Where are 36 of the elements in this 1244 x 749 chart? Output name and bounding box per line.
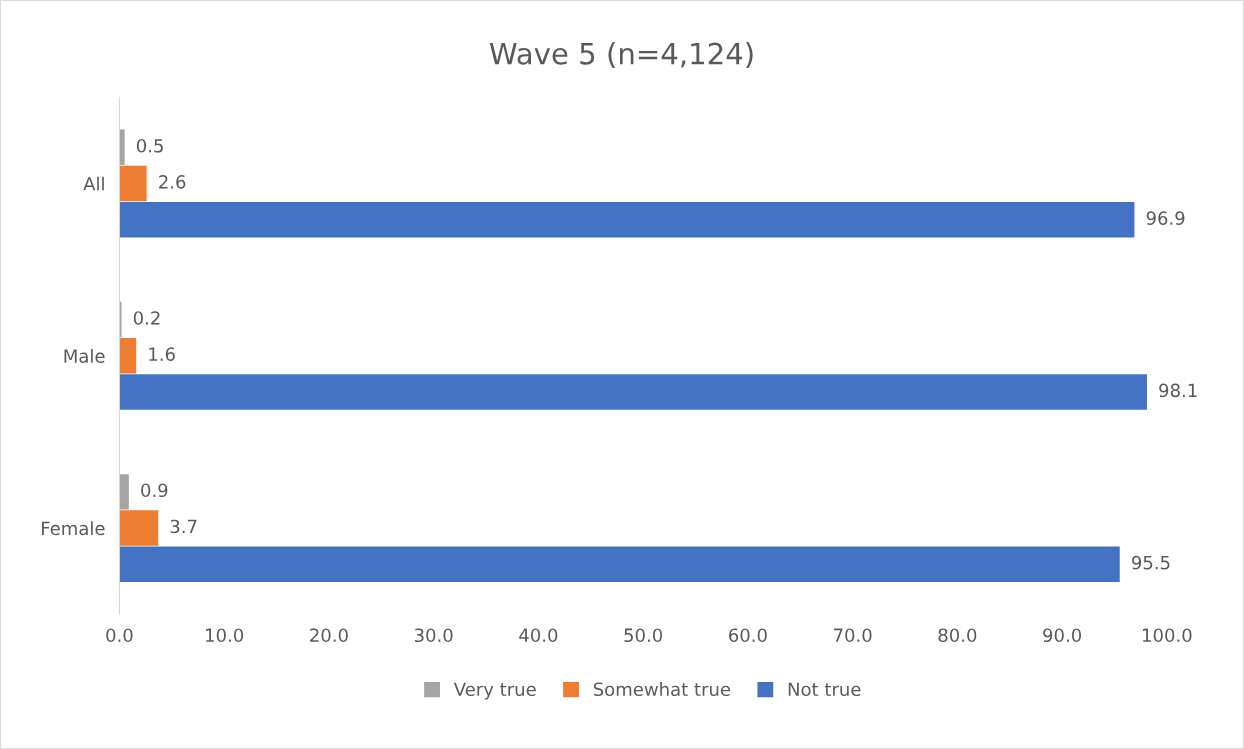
x-tick-label: 20.0 — [310, 628, 348, 643]
bar — [119, 546, 1120, 582]
bar — [119, 165, 147, 202]
y-tick-label: Female — [42, 521, 105, 536]
legend-label: Very true — [453, 682, 536, 700]
data-label: 0.5 — [136, 138, 163, 153]
data-label: 0.9 — [141, 483, 168, 498]
x-tick-label: 30.0 — [414, 628, 453, 643]
data-label: 0.2 — [133, 311, 160, 325]
y-tick-label: Male — [64, 348, 105, 363]
data-label: 96.9 — [1146, 211, 1185, 225]
data-label: 95.5 — [1131, 555, 1170, 570]
bar — [119, 374, 1147, 410]
bar — [119, 338, 137, 374]
x-tick-label: 50.0 — [624, 628, 663, 643]
x-tick-label: 0.0 — [106, 628, 133, 643]
chart-title: Wave 5 (n=4,124) — [489, 42, 753, 69]
x-tick-label: 40.0 — [519, 628, 558, 643]
data-label: 2.6 — [159, 175, 186, 189]
bar — [119, 510, 159, 546]
legend-label: Somewhat true — [593, 682, 731, 697]
x-tick-label: 80.0 — [938, 628, 977, 643]
data-label: 98.1 — [1159, 383, 1197, 398]
bar — [119, 301, 122, 338]
x-tick-label: 60.0 — [729, 628, 767, 643]
x-tick-label: 90.0 — [1043, 628, 1082, 643]
data-label: 3.7 — [170, 519, 197, 534]
bar — [119, 474, 129, 510]
x-tick-label: 10.0 — [206, 628, 244, 643]
x-tick-label: 70.0 — [834, 628, 872, 643]
bar — [119, 201, 1135, 238]
legend-label: Not true — [788, 682, 861, 697]
y-tick-label: All — [83, 176, 104, 191]
bar — [119, 129, 125, 166]
x-tick-label: 100.0 — [1143, 628, 1192, 643]
data-label: 1.6 — [149, 347, 175, 362]
